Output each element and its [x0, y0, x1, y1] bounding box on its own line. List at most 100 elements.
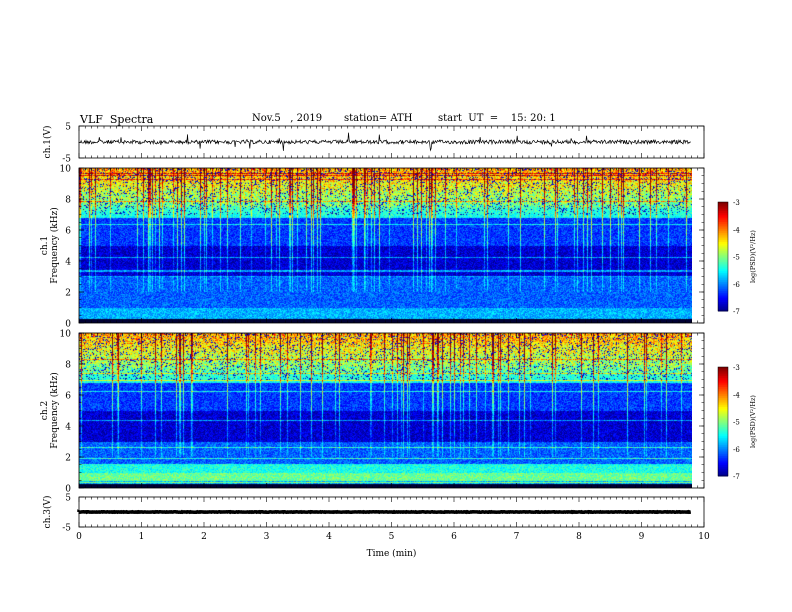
colorbar-cell — [718, 437, 728, 441]
ch2-spectrogram-tick-label: 8 — [65, 361, 71, 371]
colorbar-cell — [718, 225, 728, 228]
colorbar-tick-label: -7 — [733, 473, 740, 481]
x-tick-label: 10 — [698, 532, 710, 542]
colorbar-cell — [718, 207, 728, 210]
ch2-spectrogram-tick-label: 6 — [65, 392, 71, 402]
colorbar-cell — [718, 307, 728, 310]
colorbar-cell — [718, 252, 728, 256]
panel-1-frame — [78, 125, 705, 159]
ch2-spectrogram-ylabel-line: Frequency (kHz) — [49, 372, 60, 449]
x-tick-label: 0 — [76, 532, 82, 542]
ch1-spectrogram-ylabel-line: Frequency (kHz) — [49, 207, 60, 284]
colorbar-cell — [718, 367, 728, 370]
panel-4-frame — [78, 496, 705, 528]
x-axis-label: Time (min) — [367, 548, 417, 559]
colorbar-cell — [718, 205, 728, 208]
colorbar-cell — [718, 379, 728, 383]
figure-title: VLF Spectra — [80, 113, 154, 126]
ch1-waveform-tick-label: -5 — [62, 155, 71, 165]
colorbar-cell — [718, 269, 728, 272]
colorbar-cell — [718, 412, 728, 415]
colorbar-tick-label: -6 — [733, 446, 740, 454]
colorbar-cell — [718, 428, 728, 432]
colorbar-cell — [718, 254, 728, 257]
colorbar-cell — [718, 443, 728, 446]
colorbar-cell — [718, 289, 728, 292]
colorbar-cell — [718, 457, 728, 461]
colorbar-cell — [718, 385, 728, 388]
colorbar-cell — [718, 474, 728, 477]
colorbar-tick-label: -3 — [733, 364, 740, 372]
colorbar-cell — [718, 260, 728, 263]
ch2-spectrogram-tick-label: 4 — [65, 423, 71, 433]
colorbar-cell — [718, 238, 728, 241]
colorbar-cell — [718, 300, 728, 303]
colorbar-cell — [718, 276, 728, 279]
colorbar-cell — [718, 281, 728, 285]
ch2-spectrogram-ylabel-line: ch.2 — [40, 401, 50, 420]
colorbar-cell — [718, 291, 728, 294]
colorbar-cell — [718, 274, 728, 277]
colorbar-cell — [718, 468, 728, 472]
colorbar-cell — [718, 294, 728, 297]
x-tick-label: 7 — [514, 532, 520, 542]
colorbar-cell — [718, 432, 728, 435]
colorbar-cell — [718, 417, 728, 421]
colorbar-cell — [718, 463, 728, 466]
colorbar-cell — [718, 386, 728, 390]
ch1-waveform-ylabel: ch.1(V) — [42, 126, 53, 159]
colorbar-cell — [718, 377, 728, 381]
colorbar-cell — [718, 397, 728, 401]
colorbar-cell — [718, 292, 728, 296]
colorbar-cell — [718, 403, 728, 406]
ch1-spectrogram-tick-label: 4 — [65, 258, 71, 268]
colorbar-cell — [718, 267, 728, 270]
colorbar-cell — [718, 296, 728, 299]
colorbar-cell — [718, 448, 728, 452]
colorbar-cell — [718, 426, 728, 430]
colorbar-tick-label: -3 — [733, 199, 740, 207]
colorbar-cell — [718, 445, 728, 448]
colorbar-cell — [718, 376, 728, 379]
ch1-waveform-line — [78, 132, 691, 152]
colorbar-cell — [718, 298, 728, 301]
colorbar-cell — [718, 223, 728, 227]
colorbar-cell — [718, 421, 728, 424]
colorbar-cell — [718, 231, 728, 234]
x-tick-label: 5 — [389, 532, 395, 542]
colorbar-cell — [718, 372, 728, 375]
colorbar-cell — [718, 309, 728, 312]
colorbar-cell — [718, 258, 728, 261]
colorbar-cell — [718, 450, 728, 453]
colorbar-cell — [718, 271, 728, 274]
ch3-waveform-tick-label: -5 — [62, 524, 71, 534]
ch2-spectrogram-tick-label: 0 — [65, 485, 71, 495]
colorbar-cell — [718, 211, 728, 214]
colorbar-cell — [718, 272, 728, 276]
colorbar-tick-label: -5 — [733, 419, 740, 427]
x-tick-label: 2 — [201, 532, 207, 542]
colorbar-cell — [718, 234, 728, 238]
colorbar-cell — [718, 280, 728, 283]
colorbar-cell — [718, 265, 728, 268]
colorbar-cell — [718, 436, 728, 439]
colorbar-cell — [718, 261, 728, 265]
colorbar-cell — [718, 301, 728, 305]
colorbar-cell — [718, 229, 728, 232]
colorbar-cell — [718, 368, 728, 372]
colorbar-cell — [718, 370, 728, 373]
colorbar-cell — [718, 454, 728, 457]
colorbar-cell — [718, 202, 728, 205]
colorbar-cell — [718, 466, 728, 470]
colorbar-tick-label: -4 — [733, 391, 740, 399]
ch1-spectrogram-image — [79, 168, 692, 323]
colorbar-cell — [718, 452, 728, 455]
colorbar-cell — [718, 396, 728, 399]
colorbar-cell — [718, 218, 728, 221]
colorbar-cell — [718, 472, 728, 475]
x-tick-label: 4 — [326, 532, 332, 542]
colorbar-cell — [718, 236, 728, 239]
colorbar-cell — [718, 439, 728, 442]
colorbar-cell — [718, 256, 728, 259]
